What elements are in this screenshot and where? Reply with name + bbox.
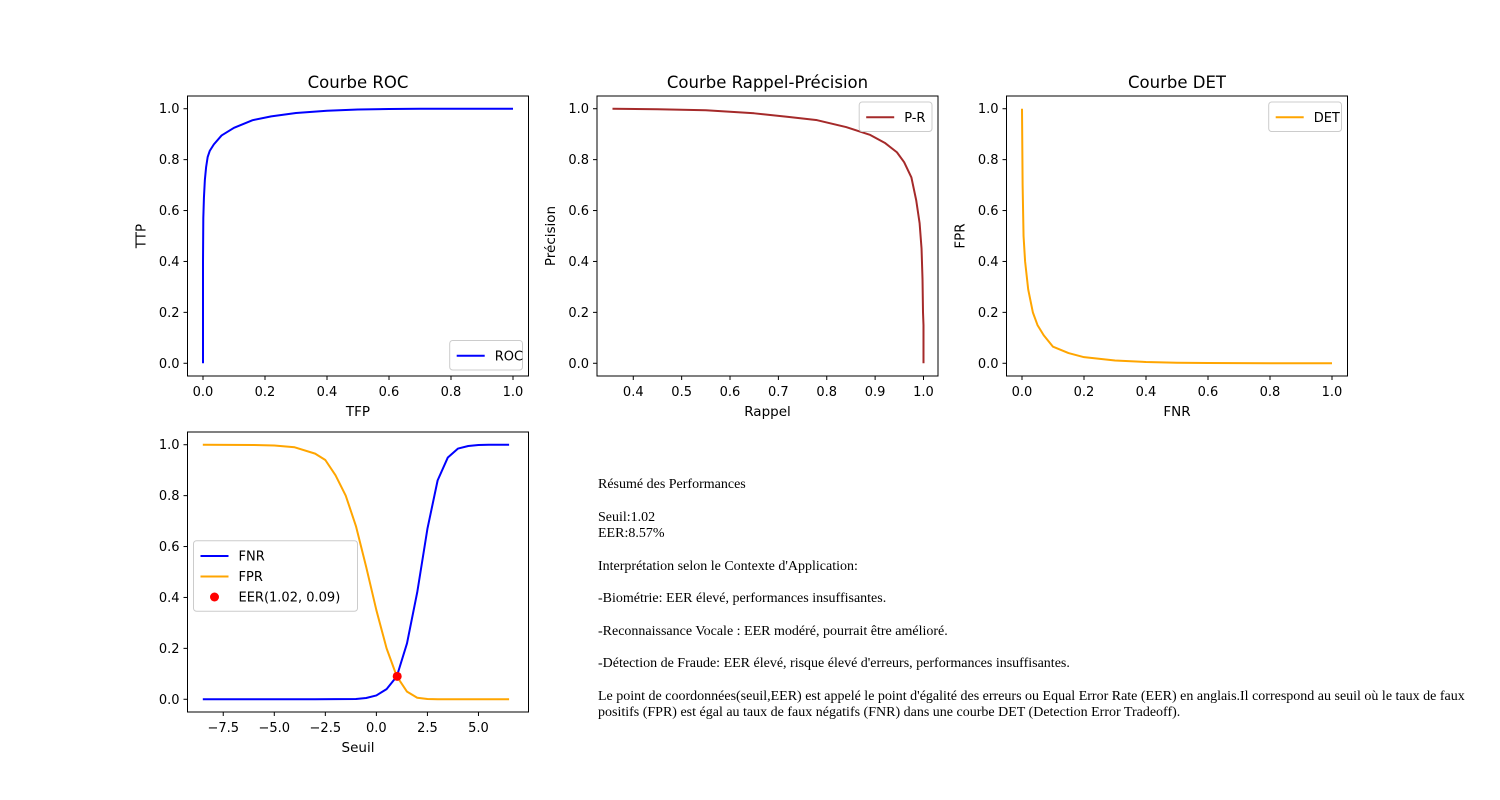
- x-tick-label: 5.0: [468, 721, 489, 736]
- x-axis-label: TFP: [345, 404, 370, 420]
- threshold-error-chart: −7.5 −5.0 −2.5 0.0 2.5 5.0 0.0 0.2 0.4 0.6 0.8 1.0 S…: [159, 431, 529, 756]
- y-tick-label: 0.6: [159, 204, 180, 219]
- legend: P-R: [858, 101, 933, 132]
- x-axis-label: Seuil: [342, 740, 375, 756]
- legend-frame: [449, 340, 524, 371]
- series-line-roc: [202, 107, 513, 364]
- y-tick-label: 0.4: [159, 591, 180, 606]
- legend-label: P-R: [904, 111, 925, 126]
- x-tick-label: 0.0: [366, 721, 387, 736]
- y-tick-label: 1.0: [159, 102, 180, 117]
- series-line-det: [1021, 108, 1332, 365]
- x-tick-label: 0.0: [1012, 385, 1033, 400]
- axes-frame: [1006, 95, 1348, 377]
- y-tick-label: 0.2: [159, 306, 180, 321]
- chart-title: Courbe ROC: [308, 73, 409, 92]
- axes-frame: [187, 95, 529, 377]
- y-tick-label: 1.0: [159, 438, 180, 453]
- x-tick-label: 0.6: [1198, 385, 1219, 400]
- y-tick-label: 0.6: [978, 204, 999, 219]
- y-tick-label: 0.2: [159, 642, 180, 657]
- chart-title: Courbe Rappel-Précision: [667, 73, 868, 92]
- det-chart: Courbe DET 0.0 0.2 0.4 0.6 0.8 1.0 0.0 0.2 0.4 0.6…: [953, 73, 1348, 420]
- legend: ROC: [449, 340, 524, 371]
- x-tick-label: −5.0: [258, 721, 290, 736]
- y-tick-label: 0.8: [568, 153, 589, 168]
- series-line-fnr: [202, 443, 510, 701]
- y-tick-label: 1.0: [568, 102, 589, 117]
- x-tick-label: 1.0: [503, 385, 524, 400]
- x-tick-label: 0.6: [720, 385, 741, 400]
- x-tick-label: 2.5: [417, 721, 438, 736]
- y-tick-label: 1.0: [978, 102, 999, 117]
- axes-frame: [596, 95, 939, 377]
- x-tick-label: 1.0: [913, 385, 934, 400]
- summary-heading: Résumé des Performances: [598, 477, 746, 492]
- roc-chart: Courbe ROC 0.0 0.2 0.4 0.6 0.8 1.0 0.0 0.2 0.4 0.6…: [134, 73, 529, 420]
- chart-title: Courbe DET: [1128, 73, 1227, 92]
- legend-swatch-dot: [210, 592, 219, 602]
- y-tick-label: 0.0: [978, 357, 999, 372]
- y-tick-label: 0.2: [978, 306, 999, 321]
- legend: DET: [1268, 101, 1342, 132]
- summary-biometrics: -Biométrie: EER élevé, performances insu…: [598, 591, 887, 606]
- y-tick-label: 0.8: [978, 153, 999, 168]
- summary-voice: -Reconnaissance Vocale : EER modéré, pou…: [598, 623, 948, 639]
- legend-frame: [858, 101, 933, 132]
- legend-frame: [1268, 101, 1342, 132]
- legend-frame: [193, 540, 358, 612]
- x-tick-label: 0.8: [816, 385, 837, 400]
- performance-summary: Résumé des Performances Seuil:1.02 EER:8…: [598, 477, 1478, 738]
- legend-label: FPR: [239, 570, 263, 585]
- y-tick-label: 0.4: [978, 255, 999, 270]
- x-axis-label: FNR: [1163, 404, 1190, 420]
- y-tick-label: 0.8: [159, 153, 180, 168]
- x-tick-label: −2.5: [310, 721, 342, 736]
- x-tick-label: 0.4: [623, 385, 644, 400]
- legend-label: FNR: [239, 550, 265, 565]
- x-tick-label: 0.8: [441, 385, 462, 400]
- x-tick-label: 0.7: [768, 385, 789, 400]
- summary-context-heading: Interprétation selon le Contexte d'Appli…: [598, 558, 858, 574]
- summary-fraud: -Détection de Fraude: EER élevé, risque …: [598, 656, 1070, 671]
- x-tick-label: 0.4: [1136, 385, 1157, 400]
- axes-frame: [187, 431, 529, 713]
- y-axis-label: Précision: [543, 206, 559, 266]
- x-tick-label: −7.5: [207, 721, 239, 736]
- legend-label: DET: [1314, 111, 1340, 126]
- summary-explanation: Le point de coordonnées(seuil,EER) est a…: [598, 688, 1465, 721]
- y-axis-label: TTP: [134, 224, 150, 249]
- x-tick-label: 0.9: [865, 385, 886, 400]
- x-tick-label: 0.4: [317, 385, 338, 400]
- y-axis-label: FPR: [953, 223, 969, 248]
- y-tick-label: 0.0: [159, 357, 180, 372]
- eer-point: [392, 671, 402, 681]
- x-tick-label: 0.6: [379, 385, 400, 400]
- summary-threshold: Seuil:1.02: [598, 509, 656, 525]
- x-tick-label: 0.2: [255, 385, 276, 400]
- series-line-p-r: [612, 107, 925, 364]
- y-tick-label: 0.6: [568, 204, 589, 219]
- y-tick-label: 0.8: [159, 489, 180, 504]
- legend: FNR FPR EER(1.02, 0.09): [193, 540, 358, 612]
- x-axis-label: Rappel: [744, 404, 791, 420]
- y-tick-label: 0.2: [568, 306, 589, 321]
- y-tick-label: 0.4: [568, 255, 589, 270]
- x-tick-label: 0.0: [193, 385, 214, 400]
- y-tick-label: 0.6: [159, 540, 180, 555]
- x-tick-label: 0.5: [671, 385, 692, 400]
- x-tick-label: 0.2: [1074, 385, 1095, 400]
- x-tick-label: 0.8: [1260, 385, 1281, 400]
- series-line-fpr: [202, 443, 510, 701]
- legend-label: EER(1.02, 0.09): [239, 591, 341, 606]
- y-tick-label: 0.4: [159, 255, 180, 270]
- x-tick-label: 1.0: [1322, 385, 1343, 400]
- summary-eer: EER:8.57%: [598, 526, 665, 541]
- y-tick-label: 0.0: [568, 357, 589, 372]
- legend-label: ROC: [495, 349, 523, 364]
- precision-recall-chart: Courbe Rappel-Précision 0.4 0.5 0.6 0.7 0.8 0.…: [543, 73, 939, 420]
- y-tick-label: 0.0: [159, 693, 180, 708]
